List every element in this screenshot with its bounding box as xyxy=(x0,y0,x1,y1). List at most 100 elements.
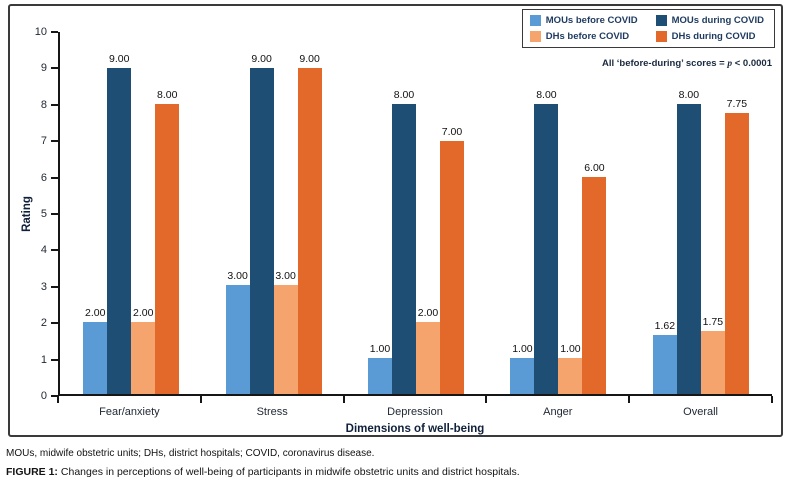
bar-value-label: 3.00 xyxy=(227,270,248,283)
y-tick-mark xyxy=(51,213,58,215)
figure-caption-label: FIGURE 1: xyxy=(6,466,58,478)
pvalue-annotation-prefix: All ‘before-during’ scores = xyxy=(601,58,728,69)
bar xyxy=(700,330,725,394)
bar-value-label: 2.00 xyxy=(84,306,106,319)
bar-slot: 6.00 xyxy=(582,32,607,394)
y-tick-mark xyxy=(51,358,58,361)
abbreviations-note: MOUs, midwife obstetric units; DHs, dist… xyxy=(6,448,375,459)
bar-value-label: 1.00 xyxy=(369,342,391,355)
bar-group: 1.00 8.00 1.00 6.00 xyxy=(487,32,629,394)
bar-slot: 3.00 xyxy=(273,32,298,394)
x-axis-category-labels: Fear/anxiety Stress Depression Anger Overall xyxy=(58,406,772,418)
y-tick-mark xyxy=(51,140,58,143)
x-category-label: Fear/anxiety xyxy=(99,406,160,418)
x-category-label: Overall xyxy=(683,406,718,418)
y-tick-label: 5 xyxy=(40,208,47,220)
bar-value-label: 1.00 xyxy=(512,342,533,355)
x-axis-ticks xyxy=(57,396,773,403)
y-tick: 0 xyxy=(41,390,58,402)
x-category-label: Stress xyxy=(256,406,288,418)
bar-slot: 1.00 xyxy=(368,32,393,394)
bar-slot: 1.62 xyxy=(652,32,677,394)
pvalue-annotation-suffix: < 0.0001 xyxy=(732,58,772,69)
y-tick-label: 9 xyxy=(40,62,47,75)
y-tick: 3 xyxy=(41,281,58,293)
bar xyxy=(440,140,465,394)
y-tick-mark xyxy=(51,285,58,288)
bar-group: 2.00 9.00 2.00 8.00 xyxy=(60,32,202,394)
pvalue-annotation-p: p xyxy=(727,59,733,69)
bar-slot: 8.00 xyxy=(534,32,559,394)
bar-value-label: 6.00 xyxy=(584,161,605,174)
bar-value-label: 3.00 xyxy=(275,270,296,283)
bar-slot: 8.00 xyxy=(392,32,417,394)
legend-item: MOUs before COVID xyxy=(529,15,638,26)
x-tick-mark xyxy=(57,396,59,403)
bar xyxy=(249,68,274,394)
y-tick: 5 xyxy=(41,208,58,220)
y-tick-label: 2 xyxy=(40,317,47,330)
x-tick-mark xyxy=(199,396,202,403)
y-tick-mark xyxy=(51,395,58,397)
y-tick-label: 8 xyxy=(40,98,47,111)
bar xyxy=(676,104,701,394)
y-tick-label: 4 xyxy=(40,244,47,257)
bar-value-label: 2.00 xyxy=(417,306,439,319)
bar-slot: 3.00 xyxy=(225,32,250,394)
legend-item: DHs before COVID xyxy=(529,31,638,42)
bar-group: 1.62 8.00 1.75 7.75 xyxy=(630,32,772,394)
bar-value-label: 9.00 xyxy=(299,53,320,66)
chart-legend: MOUs before COVID MOUs during COVID DHs be… xyxy=(521,9,775,48)
y-axis: 0 1 2 3 4 5 6 7 8 9 10 xyxy=(10,26,58,402)
bar-slot: 9.00 xyxy=(297,32,322,394)
legend-label: DHs before COVID xyxy=(545,31,630,42)
x-category-label: Depression xyxy=(387,406,443,418)
legend-item: MOUs during COVID xyxy=(655,15,764,26)
bar xyxy=(155,104,180,394)
bar-slot: 7.75 xyxy=(724,32,749,394)
bar xyxy=(83,321,108,394)
x-category-label: Anger xyxy=(543,406,573,418)
figure-caption-text: Changes in perceptions of well-being of … xyxy=(60,466,520,478)
bar-slot: 2.00 xyxy=(83,32,108,394)
bar-group: 3.00 9.00 3.00 9.00 xyxy=(202,32,344,394)
y-tick-label: 3 xyxy=(40,280,47,293)
bar xyxy=(368,357,393,394)
bar xyxy=(392,104,417,394)
bar xyxy=(582,176,607,394)
y-tick: 10 xyxy=(35,26,58,38)
y-tick-mark xyxy=(51,67,58,70)
bar-slot: 1.00 xyxy=(558,32,583,394)
bar xyxy=(297,68,322,394)
legend-swatch xyxy=(655,15,667,26)
bar xyxy=(558,357,583,394)
x-axis-title: Dimensions of well-being xyxy=(345,423,485,435)
bar-value-label: 1.75 xyxy=(702,315,724,328)
bar-value-label: 9.00 xyxy=(108,53,130,66)
figure-caption: FIGURE 1: Changes in perceptions of well-… xyxy=(6,466,520,478)
y-tick: 2 xyxy=(41,317,58,329)
y-tick-mark xyxy=(51,103,58,106)
bar-value-label: 7.75 xyxy=(726,98,748,111)
bar-slot: 2.00 xyxy=(131,32,156,394)
legend-label: DHs during COVID xyxy=(671,31,756,42)
bar-slot: 8.00 xyxy=(676,32,701,394)
chart-panel: MOUs before COVID MOUs during COVID DHs be… xyxy=(8,4,783,437)
bar-value-label: 8.00 xyxy=(156,89,178,102)
y-tick-mark xyxy=(51,31,58,33)
y-tick-mark xyxy=(51,249,58,252)
bar xyxy=(652,335,677,394)
y-tick: 6 xyxy=(41,172,58,184)
bar-value-label: 1.00 xyxy=(560,342,581,355)
bar-slot: 7.00 xyxy=(440,32,465,394)
bar-slot: 9.00 xyxy=(249,32,274,394)
x-tick-mark xyxy=(771,396,773,403)
bar-slot: 2.00 xyxy=(416,32,441,394)
legend-swatch xyxy=(655,31,667,42)
bar xyxy=(131,321,156,394)
bar-slot: 1.00 xyxy=(510,32,535,394)
x-tick-mark xyxy=(342,396,345,403)
y-tick: 8 xyxy=(41,99,58,111)
y-tick-label: 10 xyxy=(34,26,47,38)
bar xyxy=(534,104,559,394)
